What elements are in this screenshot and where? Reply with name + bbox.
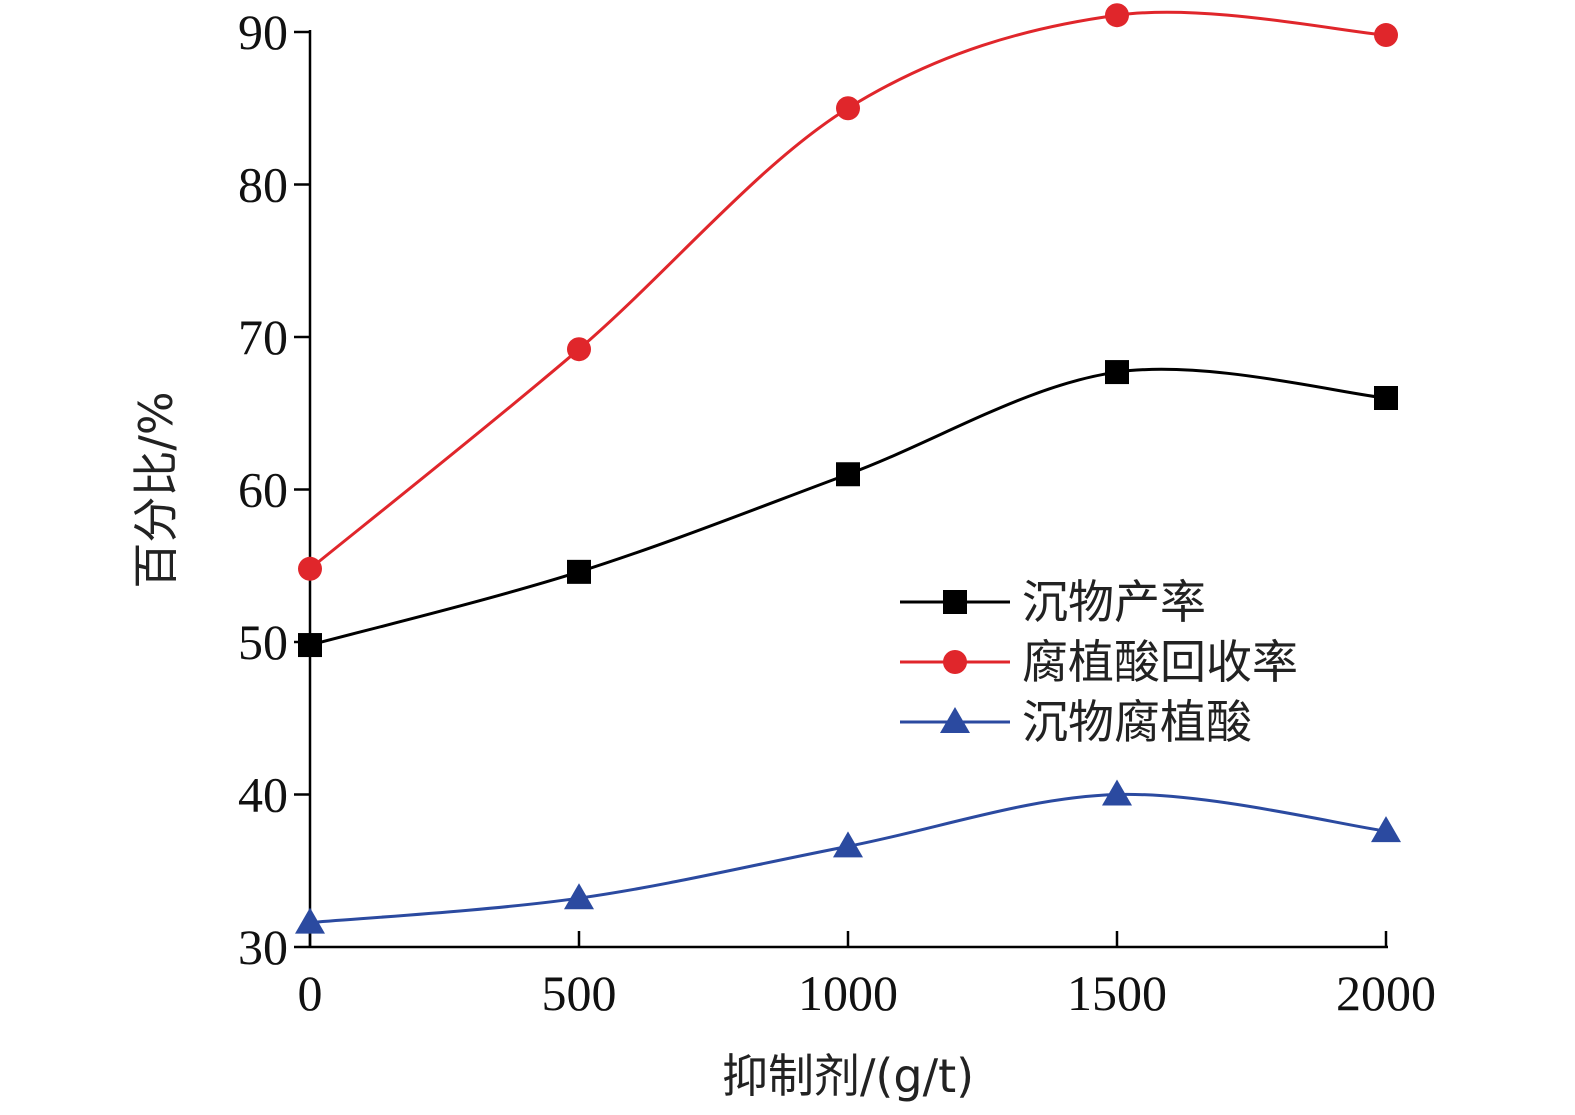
y-tick-label-2: 50	[238, 614, 288, 670]
data-point-0-1	[567, 559, 591, 584]
series-0	[298, 360, 1398, 658]
x-tick-label-0: 0	[298, 965, 323, 1021]
y-tick-label-1: 40	[238, 767, 288, 823]
legend-marker-2	[940, 707, 970, 733]
series-line-0	[309, 367, 1387, 647]
x-tick-label-2: 1000	[798, 965, 898, 1021]
series-2	[295, 779, 1401, 934]
legend-label-0: 沉物产率	[1022, 575, 1206, 629]
axes: 30 40 50 60 70 80 90 0 500 1000 1500 2000	[238, 4, 1436, 1021]
legend-label-1: 腐植酸回收率	[1022, 635, 1298, 689]
y-tick-label-5: 80	[238, 157, 288, 213]
x-tick-label-1: 500	[542, 965, 617, 1021]
x-tick-label-3: 1500	[1067, 965, 1167, 1021]
y-ticks: 30 40 50 60 70 80 90	[238, 4, 310, 975]
legend-marker-1	[943, 650, 967, 674]
x-axis-title: 抑制剂/(g/t)	[722, 1049, 974, 1103]
data-point-2-1	[564, 883, 594, 910]
data-point-2-4	[1371, 816, 1401, 843]
legend-marker-0	[943, 590, 967, 614]
data-point-2-2	[833, 831, 863, 858]
legend-item-1: 腐植酸回收率	[900, 635, 1298, 689]
legend: 沉物产率 腐植酸回收率 沉物腐植酸	[900, 575, 1298, 749]
data-point-0-4	[1374, 386, 1398, 410]
data-point-2-0	[295, 907, 325, 934]
data-point-0-3	[1105, 360, 1129, 385]
series-layer	[295, 3, 1401, 934]
series-line-2	[309, 792, 1387, 925]
data-point-1-0	[298, 556, 322, 581]
legend-label-2: 沉物腐植酸	[1022, 695, 1252, 749]
data-point-0-2	[836, 462, 860, 487]
y-tick-label-6: 90	[238, 4, 288, 60]
legend-item-0: 沉物产率	[900, 575, 1206, 629]
y-tick-label-3: 60	[238, 462, 288, 518]
y-axis-title: 百分比/%	[129, 391, 183, 588]
data-point-1-4	[1374, 23, 1398, 48]
series-line-1	[309, 10, 1387, 570]
data-point-1-1	[567, 337, 591, 362]
x-ticks: 0 500 1000 1500 2000	[298, 931, 1436, 1021]
series-1	[298, 3, 1398, 581]
data-point-0-0	[298, 633, 322, 658]
x-tick-label-4: 2000	[1336, 965, 1436, 1021]
data-point-1-2	[836, 96, 860, 121]
y-tick-label-0: 30	[238, 919, 288, 975]
data-point-1-3	[1105, 3, 1129, 28]
data-point-2-3	[1102, 779, 1132, 806]
legend-item-2: 沉物腐植酸	[900, 695, 1252, 749]
y-tick-label-4: 70	[238, 309, 288, 365]
